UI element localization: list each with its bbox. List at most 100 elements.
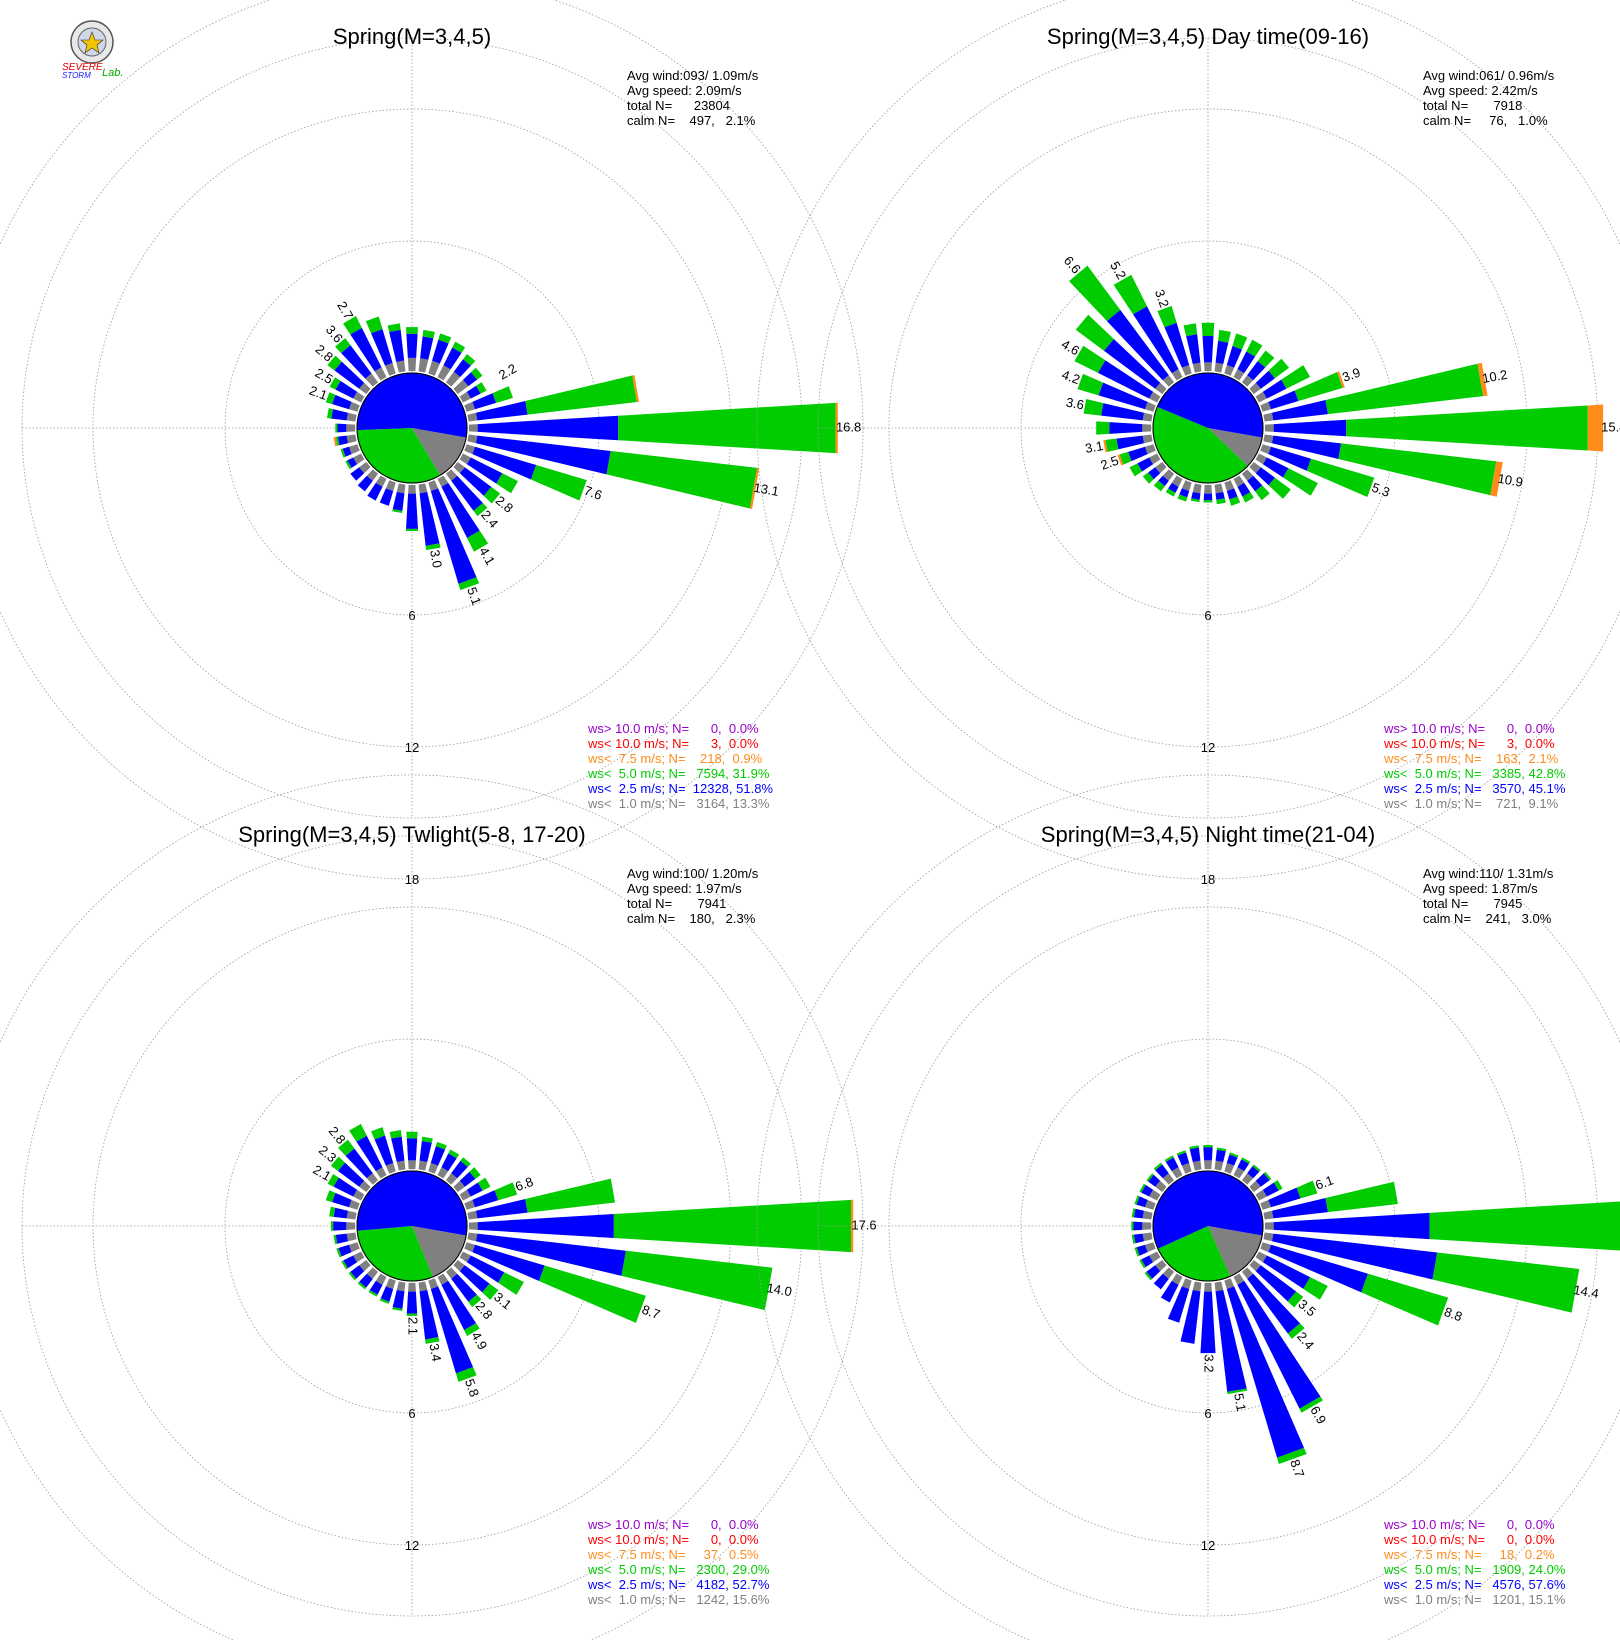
wind-bar-segment — [494, 1182, 518, 1201]
wind-bar-segment — [1226, 1286, 1305, 1458]
wind-bar-segment — [1165, 488, 1176, 497]
wind-bar-segment — [1268, 1244, 1369, 1293]
wind-bar-segment — [421, 1136, 433, 1143]
wind-bar-segment — [1233, 369, 1245, 381]
wind-bar-segment — [1255, 1251, 1267, 1263]
wind-bar-segment — [453, 461, 465, 474]
wind-bar-segment — [1203, 1144, 1213, 1148]
wind-bar-segment — [406, 1131, 418, 1139]
pie-slice — [1208, 428, 1263, 467]
pie-slice — [356, 373, 467, 438]
wind-bar-segment — [325, 1190, 336, 1203]
wind-bar-segment — [368, 1290, 378, 1297]
wind-bar-segment — [375, 475, 387, 487]
wind-bar-segment — [1203, 500, 1213, 503]
pie-slice — [412, 1226, 467, 1277]
ring-label: 12 — [1201, 1538, 1215, 1553]
wind-bar-segment — [621, 1250, 773, 1311]
wind-bar-segment — [1203, 493, 1213, 501]
bar-value-label: 3.1 — [1084, 438, 1104, 456]
wind-bar-segment — [1227, 1388, 1248, 1395]
wind-bar-segment — [1272, 400, 1328, 421]
legend-entry: ws< 10.0 m/s; N= 3, 0.0% — [1383, 736, 1555, 751]
wind-bar-segment — [1281, 365, 1311, 389]
wind-bar-segment — [453, 1259, 465, 1272]
wind-bar-segment — [389, 329, 405, 362]
wind-bar-segment — [1186, 334, 1201, 364]
wind-bar-segment — [492, 386, 514, 403]
wind-bar-segment — [1214, 1281, 1224, 1292]
stat-line: total N= 7945 — [1423, 896, 1522, 911]
wind-bar-segment — [346, 1222, 356, 1230]
wind-bar-segment — [1158, 475, 1169, 487]
wind-bar-segment — [1136, 1244, 1148, 1256]
wind-bar-segment — [348, 1271, 357, 1281]
wind-bar-segment — [1142, 424, 1152, 432]
bar-value-label: 15.4 — [1601, 419, 1620, 434]
wind-bar-segment — [406, 1138, 418, 1161]
wind-bar-segment — [1215, 340, 1229, 364]
wind-bar-segment — [425, 543, 441, 551]
ring-label: 12 — [405, 740, 419, 755]
wind-bar-segment — [346, 1232, 357, 1242]
wind-bar-segment — [1155, 1180, 1167, 1193]
wind-bar-segment — [467, 434, 478, 444]
wind-bar-segment — [1260, 1242, 1272, 1253]
wind-bar-segment — [1171, 1273, 1183, 1285]
wind-bar-segment — [1133, 306, 1179, 374]
wind-bar-segment — [1241, 469, 1254, 481]
wind-bar-segment — [1142, 472, 1154, 484]
legend-entry: ws< 2.5 m/s; N= 3570, 45.1% — [1383, 781, 1566, 796]
bar-value-label: 3.2 — [1152, 287, 1172, 309]
wind-bar-segment — [1237, 1159, 1250, 1172]
wind-bar-segment — [1215, 1149, 1226, 1162]
wind-bar-segment — [327, 1174, 339, 1187]
ring-label: 12 — [1201, 740, 1215, 755]
wind-bar-segment — [335, 436, 340, 446]
wind-bar-segment — [1117, 454, 1124, 466]
wind-bar-segment — [451, 1160, 468, 1179]
wind-bar-segment — [406, 1291, 418, 1314]
wind-bar-segment — [1146, 1173, 1154, 1182]
stat-line: total N= 7941 — [627, 896, 726, 911]
wind-bar-segment — [1119, 451, 1132, 465]
wind-bar-segment — [1192, 1281, 1202, 1292]
wind-bar-segment — [1224, 480, 1235, 492]
wind-bar-segment — [341, 345, 372, 379]
wind-bar-segment — [428, 1278, 439, 1290]
logo-severe-text: SEVERE — [62, 62, 103, 73]
wind-bar-segment — [419, 1290, 439, 1340]
wind-bar-segment — [365, 373, 379, 387]
legend-entry: ws< 5.0 m/s; N= 1909, 24.0% — [1383, 1562, 1566, 1577]
wind-bar-segment — [1429, 1201, 1620, 1251]
wind-bar-segment — [333, 436, 338, 447]
wind-bar-segment — [1189, 1145, 1199, 1150]
wind-bar-segment — [1164, 1155, 1174, 1162]
bar-value-label: 3.9 — [1340, 365, 1362, 385]
pie-slice — [357, 1171, 467, 1236]
legend-entry: ws< 7.5 m/s; N= 163, 2.1% — [1383, 751, 1559, 766]
pie-slice — [412, 428, 467, 476]
wind-bar-segment — [333, 1221, 347, 1231]
wind-bar-segment — [385, 480, 396, 492]
wind-bar-segment — [459, 453, 471, 465]
wind-bar-segment — [385, 1278, 396, 1290]
wind-bar-segment — [1179, 488, 1190, 498]
bar-value-label: 14.4 — [1572, 1282, 1600, 1301]
wind-bar-segment — [1133, 1221, 1143, 1231]
wind-bar-segment — [425, 1337, 440, 1344]
wind-bar-segment — [1181, 364, 1192, 376]
wind-bar-segment — [1137, 457, 1154, 472]
wind-bar-segment — [337, 435, 348, 446]
wind-bar-segment — [476, 435, 611, 475]
frequency-ring — [0, 774, 864, 1645]
pie-slice — [1153, 1171, 1263, 1249]
wind-bar-segment — [1113, 274, 1148, 315]
bar-value-label: 6.1 — [1313, 1172, 1335, 1192]
wind-bar-segment — [375, 1273, 387, 1285]
wind-bar-segment — [408, 1282, 416, 1292]
wind-bar-segment — [539, 1265, 646, 1323]
wind-bar-segment — [340, 448, 346, 458]
wind-bar-segment — [1303, 1277, 1328, 1300]
wind-bar-segment — [379, 1298, 390, 1304]
